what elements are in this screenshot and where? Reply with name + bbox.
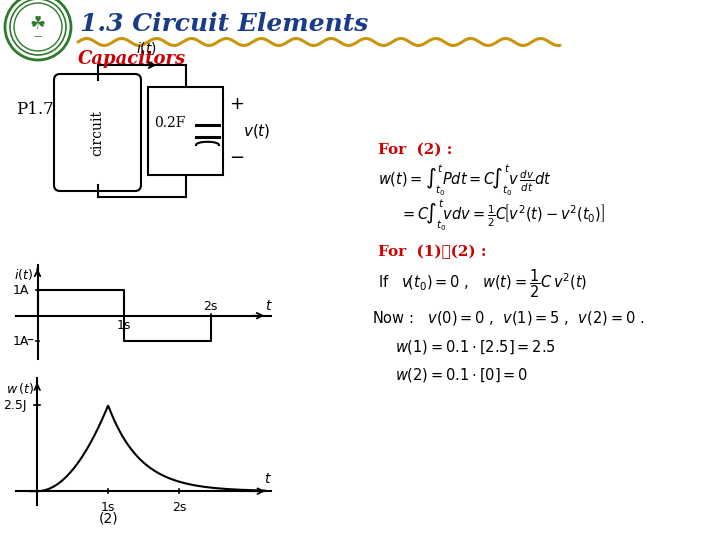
Text: 2.5J: 2.5J	[3, 399, 27, 412]
Text: −: −	[229, 149, 244, 167]
Text: (2): (2)	[99, 512, 118, 526]
Text: $w\,(t)$: $w\,(t)$	[6, 381, 34, 396]
Text: 1s: 1s	[101, 501, 115, 514]
Bar	[148, 87, 223, 175]
Text: Now :   $v(0)=0$ ,  $v(1)=5$ ,  $v(2)=0$ .: Now : $v(0)=0$ , $v(1)=5$ , $v(2)=0$ .	[372, 309, 644, 327]
Text: —: —	[34, 32, 42, 42]
Text: +: +	[229, 95, 244, 113]
Text: 2s: 2s	[172, 501, 186, 514]
Text: If   $v\!\left(t_0\right)=0$ ,   $w(t)=\dfrac{1}{2}C\,v^2(t)$: If $v\!\left(t_0\right)=0$ , $w(t)=\dfra…	[378, 268, 588, 300]
Text: 1.3 Circuit Elements: 1.3 Circuit Elements	[80, 12, 369, 36]
Text: $t$: $t$	[264, 472, 272, 486]
Text: $=C\!\int_{t_0}^{t}\!vdv=\frac{1}{2}C\!\left[v^{2}(t)-v^{2}(t_0)\right]$: $=C\!\int_{t_0}^{t}\!vdv=\frac{1}{2}C\!\…	[400, 197, 606, 233]
Text: $w(t)=\int_{t_0}^{t}\!Pdt=C\!\int_{t_0}^{t}\!v\,\frac{dv}{dt}dt$: $w(t)=\int_{t_0}^{t}\!Pdt=C\!\int_{t_0}^…	[378, 163, 552, 198]
Text: $i(t)$: $i(t)$	[14, 267, 33, 282]
Text: $v(t)$: $v(t)$	[243, 122, 271, 140]
Text: 1A: 1A	[12, 284, 29, 296]
Text: $t$: $t$	[264, 299, 272, 313]
Text: Capacitors: Capacitors	[78, 50, 186, 68]
Text: $w(2)=0.1\cdot\left[0\right]=0$: $w(2)=0.1\cdot\left[0\right]=0$	[395, 366, 528, 384]
Text: circuit: circuit	[91, 110, 104, 156]
Text: 2s: 2s	[204, 300, 218, 313]
Text: 1A: 1A	[12, 335, 29, 348]
Text: $i(t)$: $i(t)$	[136, 40, 157, 56]
Text: –: –	[27, 334, 33, 348]
Text: For  (1)、(2) :: For (1)、(2) :	[378, 245, 487, 259]
Text: P1.7: P1.7	[16, 102, 54, 118]
Text: $w(1)=0.1\cdot\left[2.5\right]=2.5$: $w(1)=0.1\cdot\left[2.5\right]=2.5$	[395, 338, 556, 356]
Text: ☘: ☘	[30, 15, 46, 33]
Text: 1s: 1s	[117, 319, 131, 332]
Text: For  (2) :: For (2) :	[378, 143, 452, 157]
Text: 0.2F: 0.2F	[154, 116, 185, 130]
FancyBboxPatch shape	[54, 74, 141, 191]
